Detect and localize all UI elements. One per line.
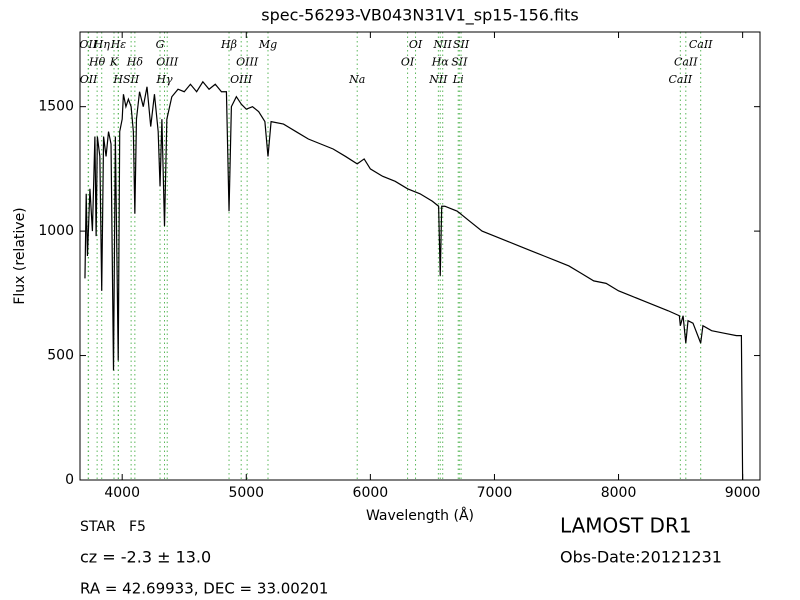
spectral-line-label: NII [433,38,453,51]
x-tick-label: 6000 [353,485,389,501]
spectral-line-label: Hθ [88,56,106,69]
x-axis-label: Wavelength (Å) [366,507,474,524]
redshift: cz = -2.3 ± 13.0 [80,548,211,567]
coords: RA = 42.69933, DEC = 33.00201 [80,580,328,598]
spectral-line-label: CaII [689,38,713,51]
spectral-line-label: SII [451,56,468,69]
y-tick-label: 500 [47,348,74,364]
x-tick-label: 4000 [104,485,140,501]
spectral-line-label: Hγ [155,73,173,86]
y-tick-label: 1000 [38,223,74,239]
spectral-line-label: CaII [668,73,692,86]
spectral-line-label: G [156,38,165,51]
spectral-line-label: OIII [156,56,179,69]
spectral-line-label: H [112,73,123,86]
spectrum-line [84,80,744,481]
spectral-line-label: Hα [431,56,450,69]
spectral-line-label: CaII [674,56,698,69]
spectral-line-label: OI [409,38,423,51]
obs-date: Obs-Date:20121231 [560,548,722,567]
spectral-line-label: SII [453,38,470,51]
x-tick-label: 7000 [477,485,513,501]
y-tick-label: 0 [65,472,74,488]
spectral-line-label: OII [80,73,98,86]
spectral-line-label: SII [123,73,140,86]
spectral-line-label: Hε [110,38,127,51]
object-class: STAR F5 [80,519,146,535]
spectral-line-label: Hβ [220,38,237,51]
spectral-line-label: Hδ [126,56,144,69]
chart-title: spec-56293-VB043N31V1_sp15-156.fits [261,6,579,26]
spectral-line-label: OIII [236,56,259,69]
x-tick-label: 9000 [725,485,761,501]
x-tick-label: 8000 [601,485,637,501]
survey: LAMOST DR1 [560,514,692,538]
spectral-line-label: OIII [230,73,253,86]
spectral-line-label: NII [428,73,448,86]
spectral-line-label: Li [452,73,464,86]
spectral-line-label: OII [79,38,97,51]
spectral-line-label: OI [401,56,415,69]
spectral-line-label: Hη [93,38,111,51]
plot-frame [79,31,761,481]
y-tick-label: 1500 [38,99,74,115]
spectral-line-label: K [109,56,119,69]
x-tick-label: 5000 [228,485,264,501]
spectral-line-label: Mg [258,38,277,51]
spectral-line-label: Na [348,73,365,86]
y-axis-label: Flux (relative) [12,207,28,304]
